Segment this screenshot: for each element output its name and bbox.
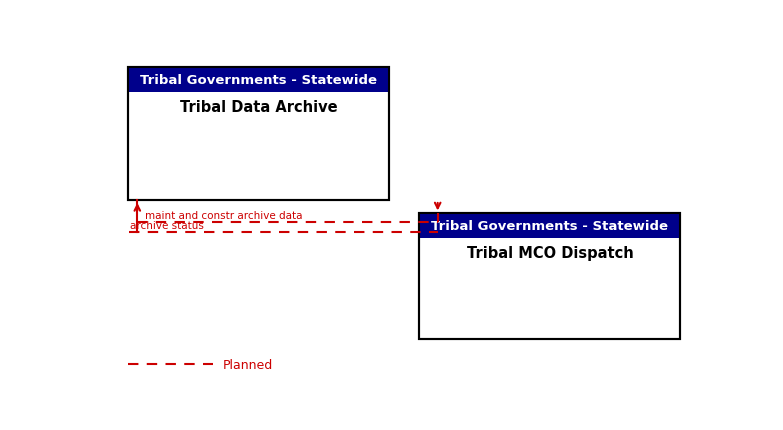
- Bar: [420, 214, 680, 340]
- Bar: [420, 214, 680, 239]
- Text: Tribal Data Archive: Tribal Data Archive: [180, 100, 337, 114]
- Text: maint and constr archive data: maint and constr archive data: [145, 210, 302, 221]
- Text: Tribal MCO Dispatch: Tribal MCO Dispatch: [467, 245, 633, 260]
- Bar: [128, 68, 389, 93]
- Text: Planned: Planned: [222, 358, 272, 371]
- Text: archive status: archive status: [130, 221, 204, 230]
- Bar: [420, 214, 680, 340]
- Bar: [128, 68, 389, 200]
- Bar: [128, 68, 389, 200]
- Text: Tribal Governments - Statewide: Tribal Governments - Statewide: [431, 220, 669, 233]
- Text: Tribal Governments - Statewide: Tribal Governments - Statewide: [140, 74, 377, 87]
